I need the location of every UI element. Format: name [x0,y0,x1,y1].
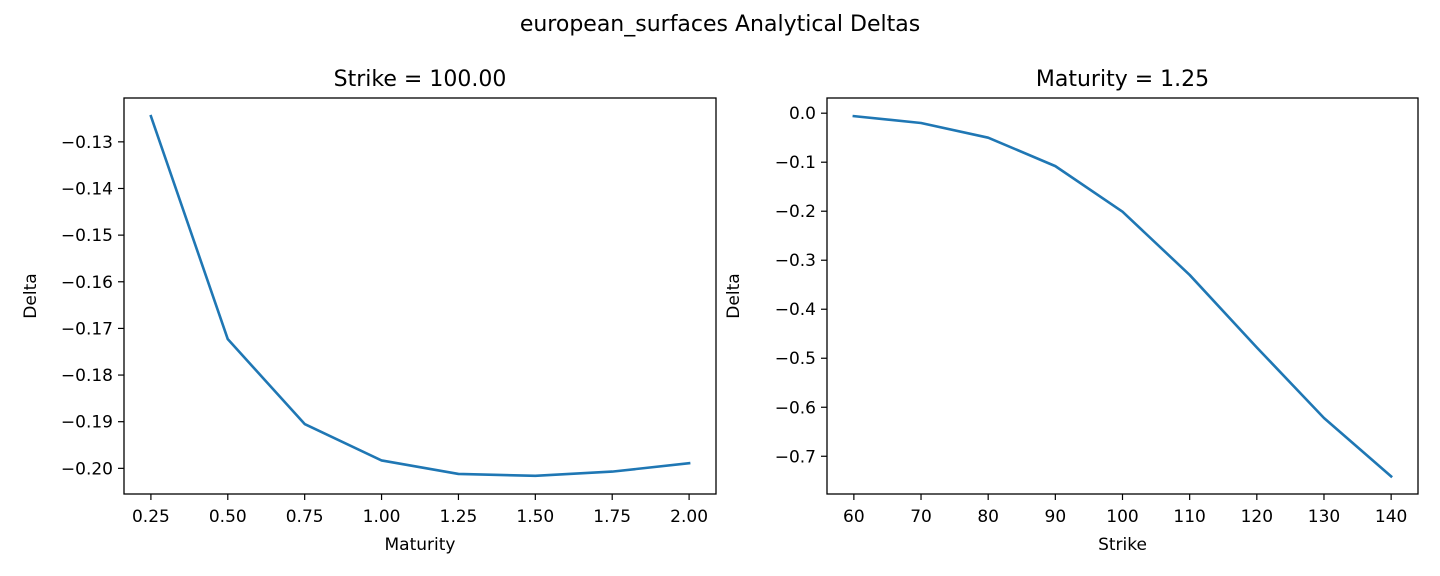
y-tick-label: −0.20 [61,459,113,479]
x-tick-label: 60 [843,507,865,527]
y-tick-label: −0.4 [775,300,816,320]
series-line [852,114,1393,479]
y-tick-label: −0.6 [775,398,816,418]
series-line-group [149,114,691,478]
y-tick-label: −0.2 [775,202,816,222]
y-tick-label: −0.15 [61,226,113,246]
y-tick-label: −0.17 [61,319,113,339]
axes-frame [826,97,1419,495]
y-tick-label: −0.13 [61,133,113,153]
y-tick-label: 0.0 [789,104,816,124]
x-tick-label: 70 [910,507,932,527]
y-axis-label: Delta [21,273,41,318]
y-tick-label: −0.16 [61,273,113,293]
y-tick-label: −0.3 [775,251,816,271]
y-tick-label: −0.19 [61,413,113,433]
axis-ticks: 60 70 80 90 100 110 120 130 140 0.0 −0.1 −0.2 −0.3 −0… [775,104,1408,527]
chart-panel-strike: Maturity = 1.25 Strike Delta 60 70 80 90 100… [724,67,1419,555]
y-tick-label: −0.7 [775,447,816,467]
x-tick-label: 1.25 [440,507,478,527]
x-tick-label: 2.00 [670,507,708,527]
x-tick-label: 90 [1045,507,1067,527]
chart-title: Maturity = 1.25 [1036,67,1209,92]
x-tick-label: 120 [1241,507,1273,527]
x-tick-label: 100 [1106,507,1138,527]
x-tick-label: 0.75 [286,507,324,527]
figure-suptitle: european_surfaces Analytical Deltas [520,12,920,37]
x-tick-label: 1.75 [593,507,631,527]
y-tick-label: −0.5 [775,349,816,369]
x-tick-label: 110 [1173,507,1205,527]
x-tick-label: 1.50 [516,507,554,527]
x-axis-label: Maturity [385,535,456,555]
chart-title: Strike = 100.00 [334,67,507,92]
x-axis-label: Strike [1098,535,1147,555]
x-tick-label: 0.25 [132,507,170,527]
axis-ticks: 0.25 0.50 0.75 1.00 1.25 1.50 1.75 2.00 −0.13 −0.… [61,133,708,527]
y-axis-label: Delta [724,273,744,318]
axes-frame [123,97,717,495]
chart-panel-maturity: Strike = 100.00 Maturity Delta 0.25 0.50 0… [21,67,717,555]
y-tick-label: −0.18 [61,366,113,386]
x-tick-label: 130 [1308,507,1340,527]
x-tick-label: 0.50 [209,507,247,527]
x-tick-label: 1.00 [363,507,401,527]
x-tick-label: 140 [1375,507,1407,527]
x-tick-label: 80 [977,507,999,527]
y-tick-label: −0.1 [775,153,816,173]
series-line [149,114,691,478]
series-line-group [852,114,1393,479]
y-tick-label: −0.14 [61,179,113,199]
